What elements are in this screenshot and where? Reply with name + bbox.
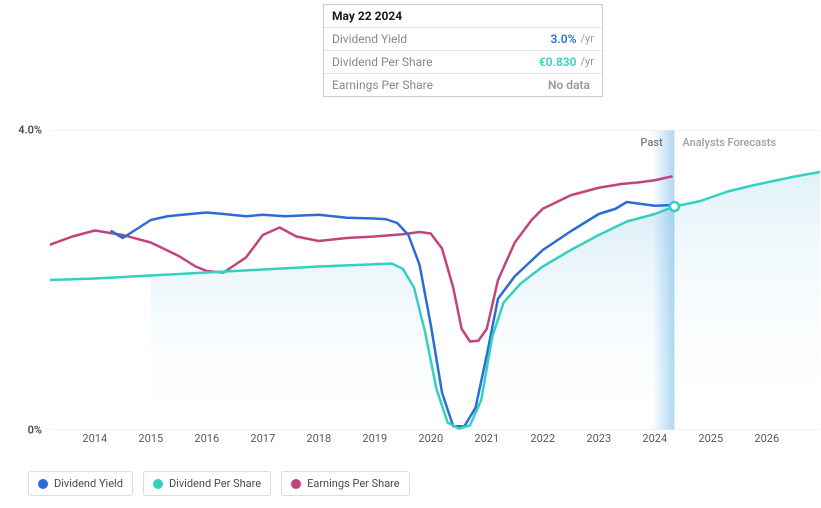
legend-label: Dividend Yield bbox=[54, 477, 123, 490]
tooltip-value: €0.830 bbox=[539, 55, 577, 69]
forecast-region-label: Analysts Forecasts bbox=[682, 136, 776, 149]
x-axis-tick: 2025 bbox=[698, 432, 723, 445]
x-axis-tick: 2019 bbox=[362, 432, 387, 445]
x-axis-tick: 2026 bbox=[754, 432, 779, 445]
x-axis-tick: 2023 bbox=[586, 432, 611, 445]
tooltip-label: Earnings Per Share bbox=[332, 78, 548, 92]
tooltip-value: No data bbox=[548, 78, 590, 92]
x-axis-tick: 2016 bbox=[194, 432, 219, 445]
tooltip-row-dividend-per-share: Dividend Per Share €0.830 /yr bbox=[324, 51, 602, 74]
legend-swatch bbox=[153, 479, 163, 489]
x-axis-tick: 2021 bbox=[474, 432, 499, 445]
legend-item-earnings-per-share[interactable]: Earnings Per Share bbox=[281, 471, 410, 496]
y-axis-tick: 4.0% bbox=[2, 124, 42, 137]
past-region-label: Past bbox=[640, 136, 662, 149]
x-axis-labels: 2014 2015 2016 2017 2018 2019 2020 2021 2022 2023… bbox=[50, 432, 820, 452]
tooltip-label: Dividend Per Share bbox=[332, 55, 539, 69]
y-axis-tick: 0% bbox=[2, 424, 42, 437]
dividend-chart: May 22 2024 Dividend Yield 3.0% /yr Divi… bbox=[0, 0, 821, 508]
tooltip-row-dividend-yield: Dividend Yield 3.0% /yr bbox=[324, 28, 602, 51]
x-axis-tick: 2020 bbox=[418, 432, 443, 445]
tooltip-suffix: /yr bbox=[581, 32, 594, 46]
tooltip-value: 3.0% bbox=[551, 32, 577, 46]
legend-swatch bbox=[38, 479, 48, 489]
x-axis-tick: 2018 bbox=[306, 432, 331, 445]
chart-tooltip: May 22 2024 Dividend Yield 3.0% /yr Divi… bbox=[323, 4, 603, 97]
tooltip-row-earnings-per-share: Earnings Per Share No data bbox=[324, 74, 602, 96]
legend-label: Earnings Per Share bbox=[307, 477, 400, 490]
tooltip-suffix: /yr bbox=[581, 55, 594, 69]
legend-label: Dividend Per Share bbox=[169, 477, 261, 490]
x-axis-tick: 2022 bbox=[530, 432, 555, 445]
tooltip-label: Dividend Yield bbox=[332, 32, 551, 46]
x-axis-tick: 2014 bbox=[82, 432, 107, 445]
x-axis-tick: 2017 bbox=[250, 432, 275, 445]
legend-swatch bbox=[291, 479, 301, 489]
legend-item-dividend-yield[interactable]: Dividend Yield bbox=[28, 471, 133, 496]
legend-item-dividend-per-share[interactable]: Dividend Per Share bbox=[143, 471, 271, 496]
chart-svg bbox=[50, 130, 820, 430]
chart-legend: Dividend Yield Dividend Per Share Earnin… bbox=[28, 471, 410, 496]
chart-plot-area[interactable]: 0%4.0% 201420152016201720182019202020212… bbox=[50, 130, 820, 430]
x-axis-tick: 2024 bbox=[642, 432, 667, 445]
tooltip-date: May 22 2024 bbox=[332, 9, 402, 23]
x-axis-tick: 2015 bbox=[138, 432, 163, 445]
